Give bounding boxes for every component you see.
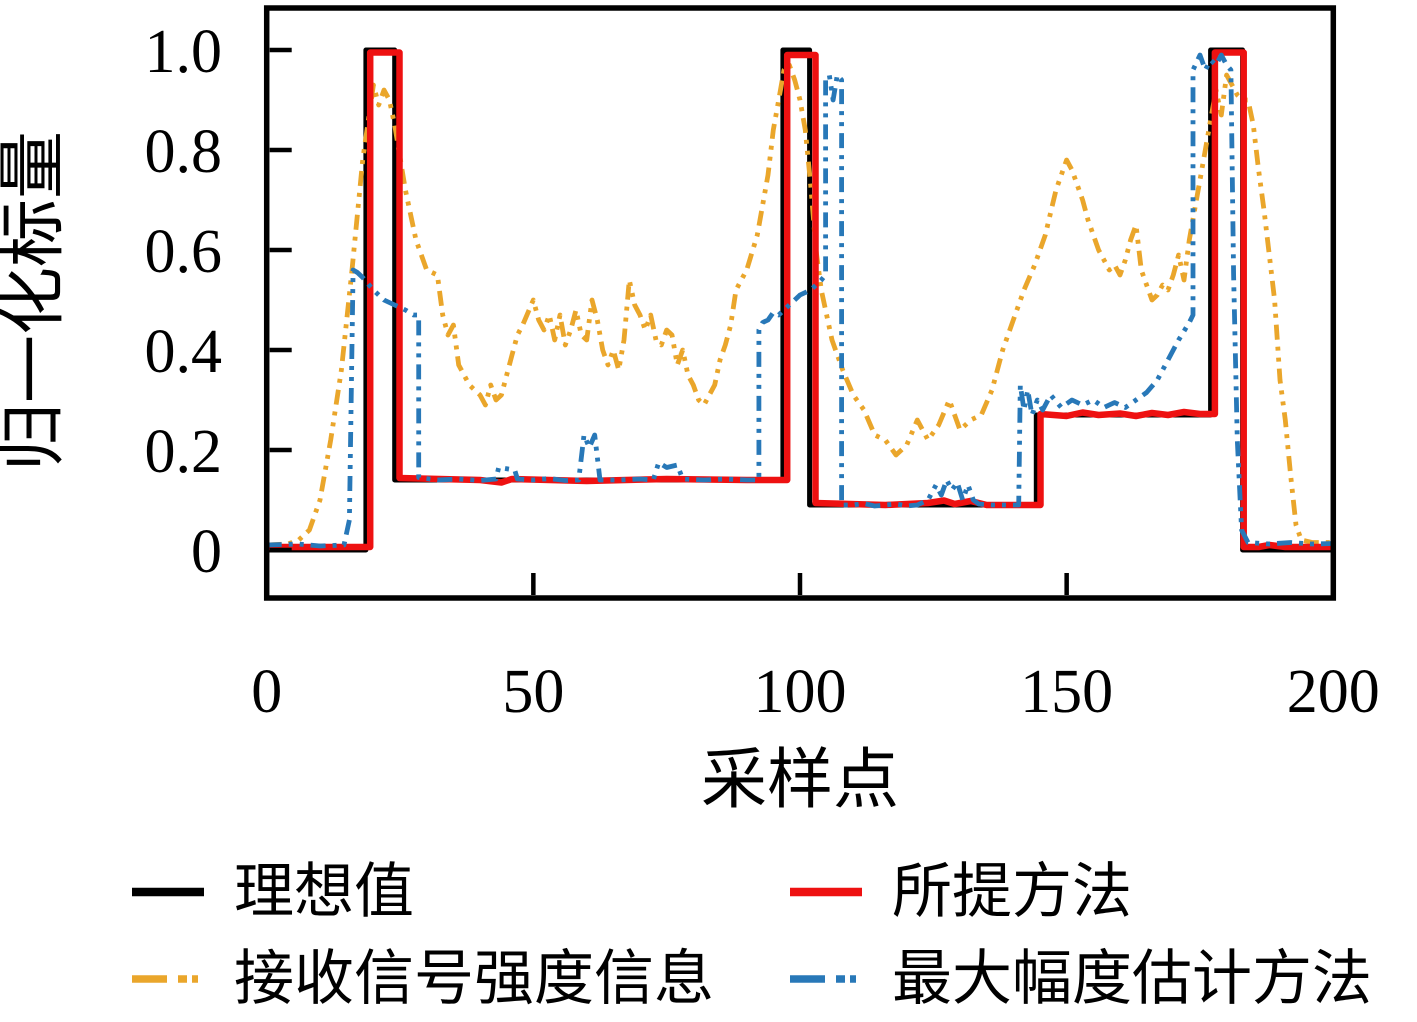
legend-marker-rssi-line — [132, 974, 200, 983]
series-1-path — [266, 62, 1334, 548]
series-2-path — [266, 49, 1334, 551]
legend-item-proposed: 所提方法 — [788, 848, 1372, 935]
series-3-path — [266, 52, 1334, 549]
x-tick-label: 200 — [1287, 658, 1380, 726]
legend-item-ideal: 理想值 — [130, 848, 788, 935]
y-tick-label: 0.2 — [145, 418, 223, 486]
legend-label-maxamp: 最大幅度估计方法 — [892, 945, 1372, 1012]
legend-marker-proposed-line — [790, 887, 862, 896]
y-tick-label: 0 — [191, 518, 222, 586]
chart-legend: 理想值 所提方法 接收信号强度信息 最大幅度估计方法 — [130, 848, 1372, 1022]
y-axis-title: 归一化标量 — [0, 131, 71, 471]
y-tick-label: 0.4 — [145, 318, 223, 386]
legend-item-rssi: 接收信号强度信息 — [130, 935, 788, 1022]
y-tick-label: 1.0 — [145, 18, 223, 86]
legend-marker-ideal-line — [132, 887, 204, 896]
line-chart: 0 50 100 150 200 0 0.2 0.4 0.6 0.8 1.0 采样点 归一化标量 — [0, 5, 1380, 817]
legend-item-maxamp: 最大幅度估计方法 — [788, 935, 1372, 1022]
x-tick-label: 100 — [754, 658, 847, 726]
x-tick-label: 50 — [502, 658, 564, 726]
legend-label-proposed: 所提方法 — [892, 858, 1132, 925]
legend-label-ideal: 理想值 — [234, 858, 414, 925]
legend-marker-maxamp-line — [790, 974, 858, 983]
y-tick-label: 0.8 — [145, 118, 223, 186]
plot-border — [263, 5, 1337, 601]
y-tick-label: 0.6 — [145, 218, 223, 286]
series-0-path — [266, 47, 1334, 553]
x-tick-label: 150 — [1020, 658, 1113, 726]
x-tick-label: 0 — [251, 658, 282, 726]
legend-label-rssi: 接收信号强度信息 — [234, 945, 714, 1012]
x-axis-title: 采样点 — [701, 744, 899, 817]
